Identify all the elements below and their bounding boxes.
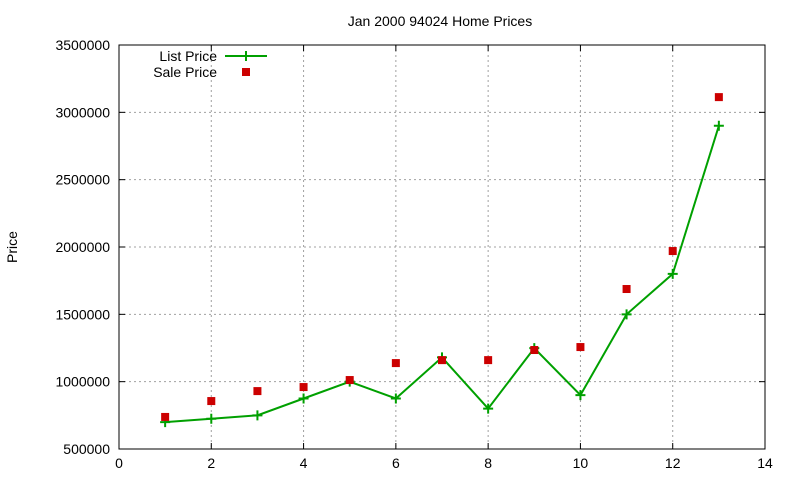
sale-price-point xyxy=(576,343,585,352)
plot-border xyxy=(118,44,766,450)
legend-marker-sale-price xyxy=(242,68,250,76)
x-tick-label: 2 xyxy=(207,455,215,471)
legend-marker-list-price xyxy=(241,51,251,61)
sale-price-point xyxy=(530,346,539,355)
list-price-point xyxy=(483,403,494,414)
list-price-point xyxy=(667,268,678,279)
legend-label-list-price: List Price xyxy=(159,48,217,64)
x-tick-label: 8 xyxy=(484,455,492,471)
list-price-point xyxy=(575,390,586,401)
grid xyxy=(119,45,765,449)
sale-price-point xyxy=(207,397,216,406)
x-tick-label: 12 xyxy=(665,455,681,471)
x-tick-label: 4 xyxy=(300,455,308,471)
list-price-point xyxy=(298,393,309,404)
y-tick-label: 500000 xyxy=(63,441,110,457)
y-tick-label: 3500000 xyxy=(55,37,110,53)
list-price-point xyxy=(621,309,632,320)
list-price-point xyxy=(252,410,263,421)
list-price-point xyxy=(713,120,724,131)
y-tick-label: 1500000 xyxy=(55,306,110,322)
sale-price-point xyxy=(484,356,493,365)
y-tick-label: 3000000 xyxy=(55,104,110,120)
list-price-point xyxy=(206,413,217,424)
sale-price-point xyxy=(345,376,354,385)
sale-price-point xyxy=(438,356,446,365)
sale-price-point xyxy=(714,93,723,102)
series xyxy=(160,93,724,428)
sale-price-point xyxy=(299,383,308,392)
ticks: 0 2 4 6 8 10 12 14 500000 1000000 1500000 2000000 25… xyxy=(55,37,773,471)
sale-price-point xyxy=(253,387,262,396)
y-axis-label: Price xyxy=(4,231,20,263)
y-tick-label: 1000000 xyxy=(55,374,110,390)
chart-title: Jan 2000 94024 Home Prices xyxy=(348,13,532,29)
list-price-line xyxy=(165,125,720,424)
sale-price-point xyxy=(622,285,631,294)
y-tick-label: 2500000 xyxy=(55,172,110,188)
sale-price-point xyxy=(668,247,677,256)
x-tick-label: 10 xyxy=(573,455,589,471)
x-tick-label: 14 xyxy=(757,455,773,471)
x-tick-label: 0 xyxy=(115,455,123,471)
x-tick-label: 6 xyxy=(392,455,400,471)
sale-price-point xyxy=(161,412,170,421)
legend-label-sale-price: Sale Price xyxy=(153,64,217,80)
y-tick-label: 2000000 xyxy=(55,239,110,255)
list-price-point xyxy=(390,393,401,404)
sale-price-point xyxy=(391,359,400,368)
legend: List Price Sale Price xyxy=(153,48,267,80)
